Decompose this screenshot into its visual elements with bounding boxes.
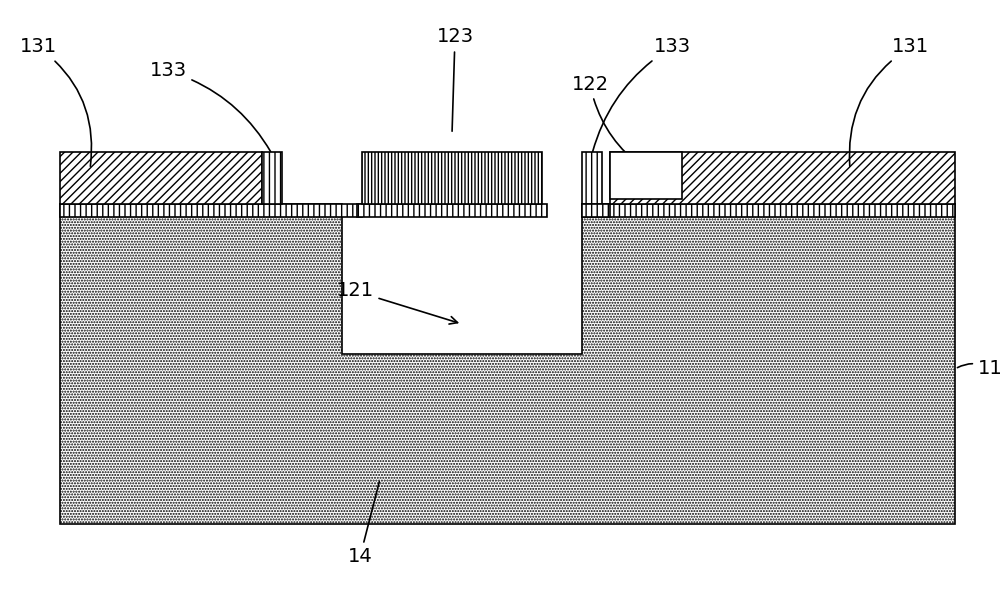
Bar: [610, 152, 682, 199]
Bar: [610, 152, 955, 204]
Text: 14: 14: [348, 482, 379, 566]
Bar: [582, 204, 955, 217]
Polygon shape: [60, 204, 955, 524]
Text: 133: 133: [149, 62, 271, 152]
Bar: [582, 204, 610, 217]
Bar: [582, 152, 602, 204]
Text: 122: 122: [571, 74, 643, 167]
Bar: [60, 152, 262, 204]
Bar: [362, 152, 542, 204]
Text: 121: 121: [336, 281, 458, 324]
Text: 11: 11: [957, 359, 1000, 379]
Text: 133: 133: [593, 38, 691, 151]
Bar: [262, 152, 282, 204]
Bar: [60, 204, 362, 217]
Text: 131: 131: [19, 38, 92, 166]
Bar: [357, 204, 547, 217]
Text: 123: 123: [436, 27, 474, 131]
Text: 131: 131: [849, 38, 929, 166]
